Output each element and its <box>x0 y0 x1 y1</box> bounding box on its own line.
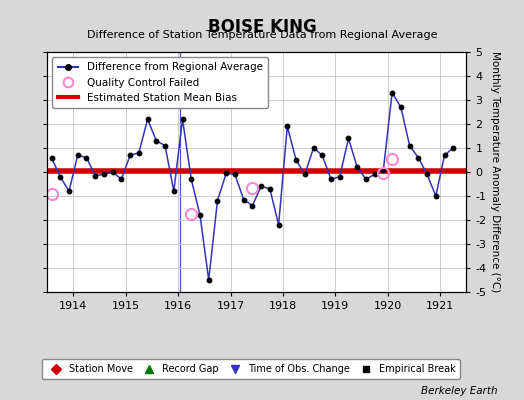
Legend: Station Move, Record Gap, Time of Obs. Change, Empirical Break: Station Move, Record Gap, Time of Obs. C… <box>41 360 461 379</box>
Text: BOISE KING: BOISE KING <box>208 18 316 36</box>
Y-axis label: Monthly Temperature Anomaly Difference (°C): Monthly Temperature Anomaly Difference (… <box>490 51 500 293</box>
Legend: Difference from Regional Average, Quality Control Failed, Estimated Station Mean: Difference from Regional Average, Qualit… <box>52 57 268 108</box>
Text: Berkeley Earth: Berkeley Earth <box>421 386 498 396</box>
Text: Difference of Station Temperature Data from Regional Average: Difference of Station Temperature Data f… <box>87 30 437 40</box>
